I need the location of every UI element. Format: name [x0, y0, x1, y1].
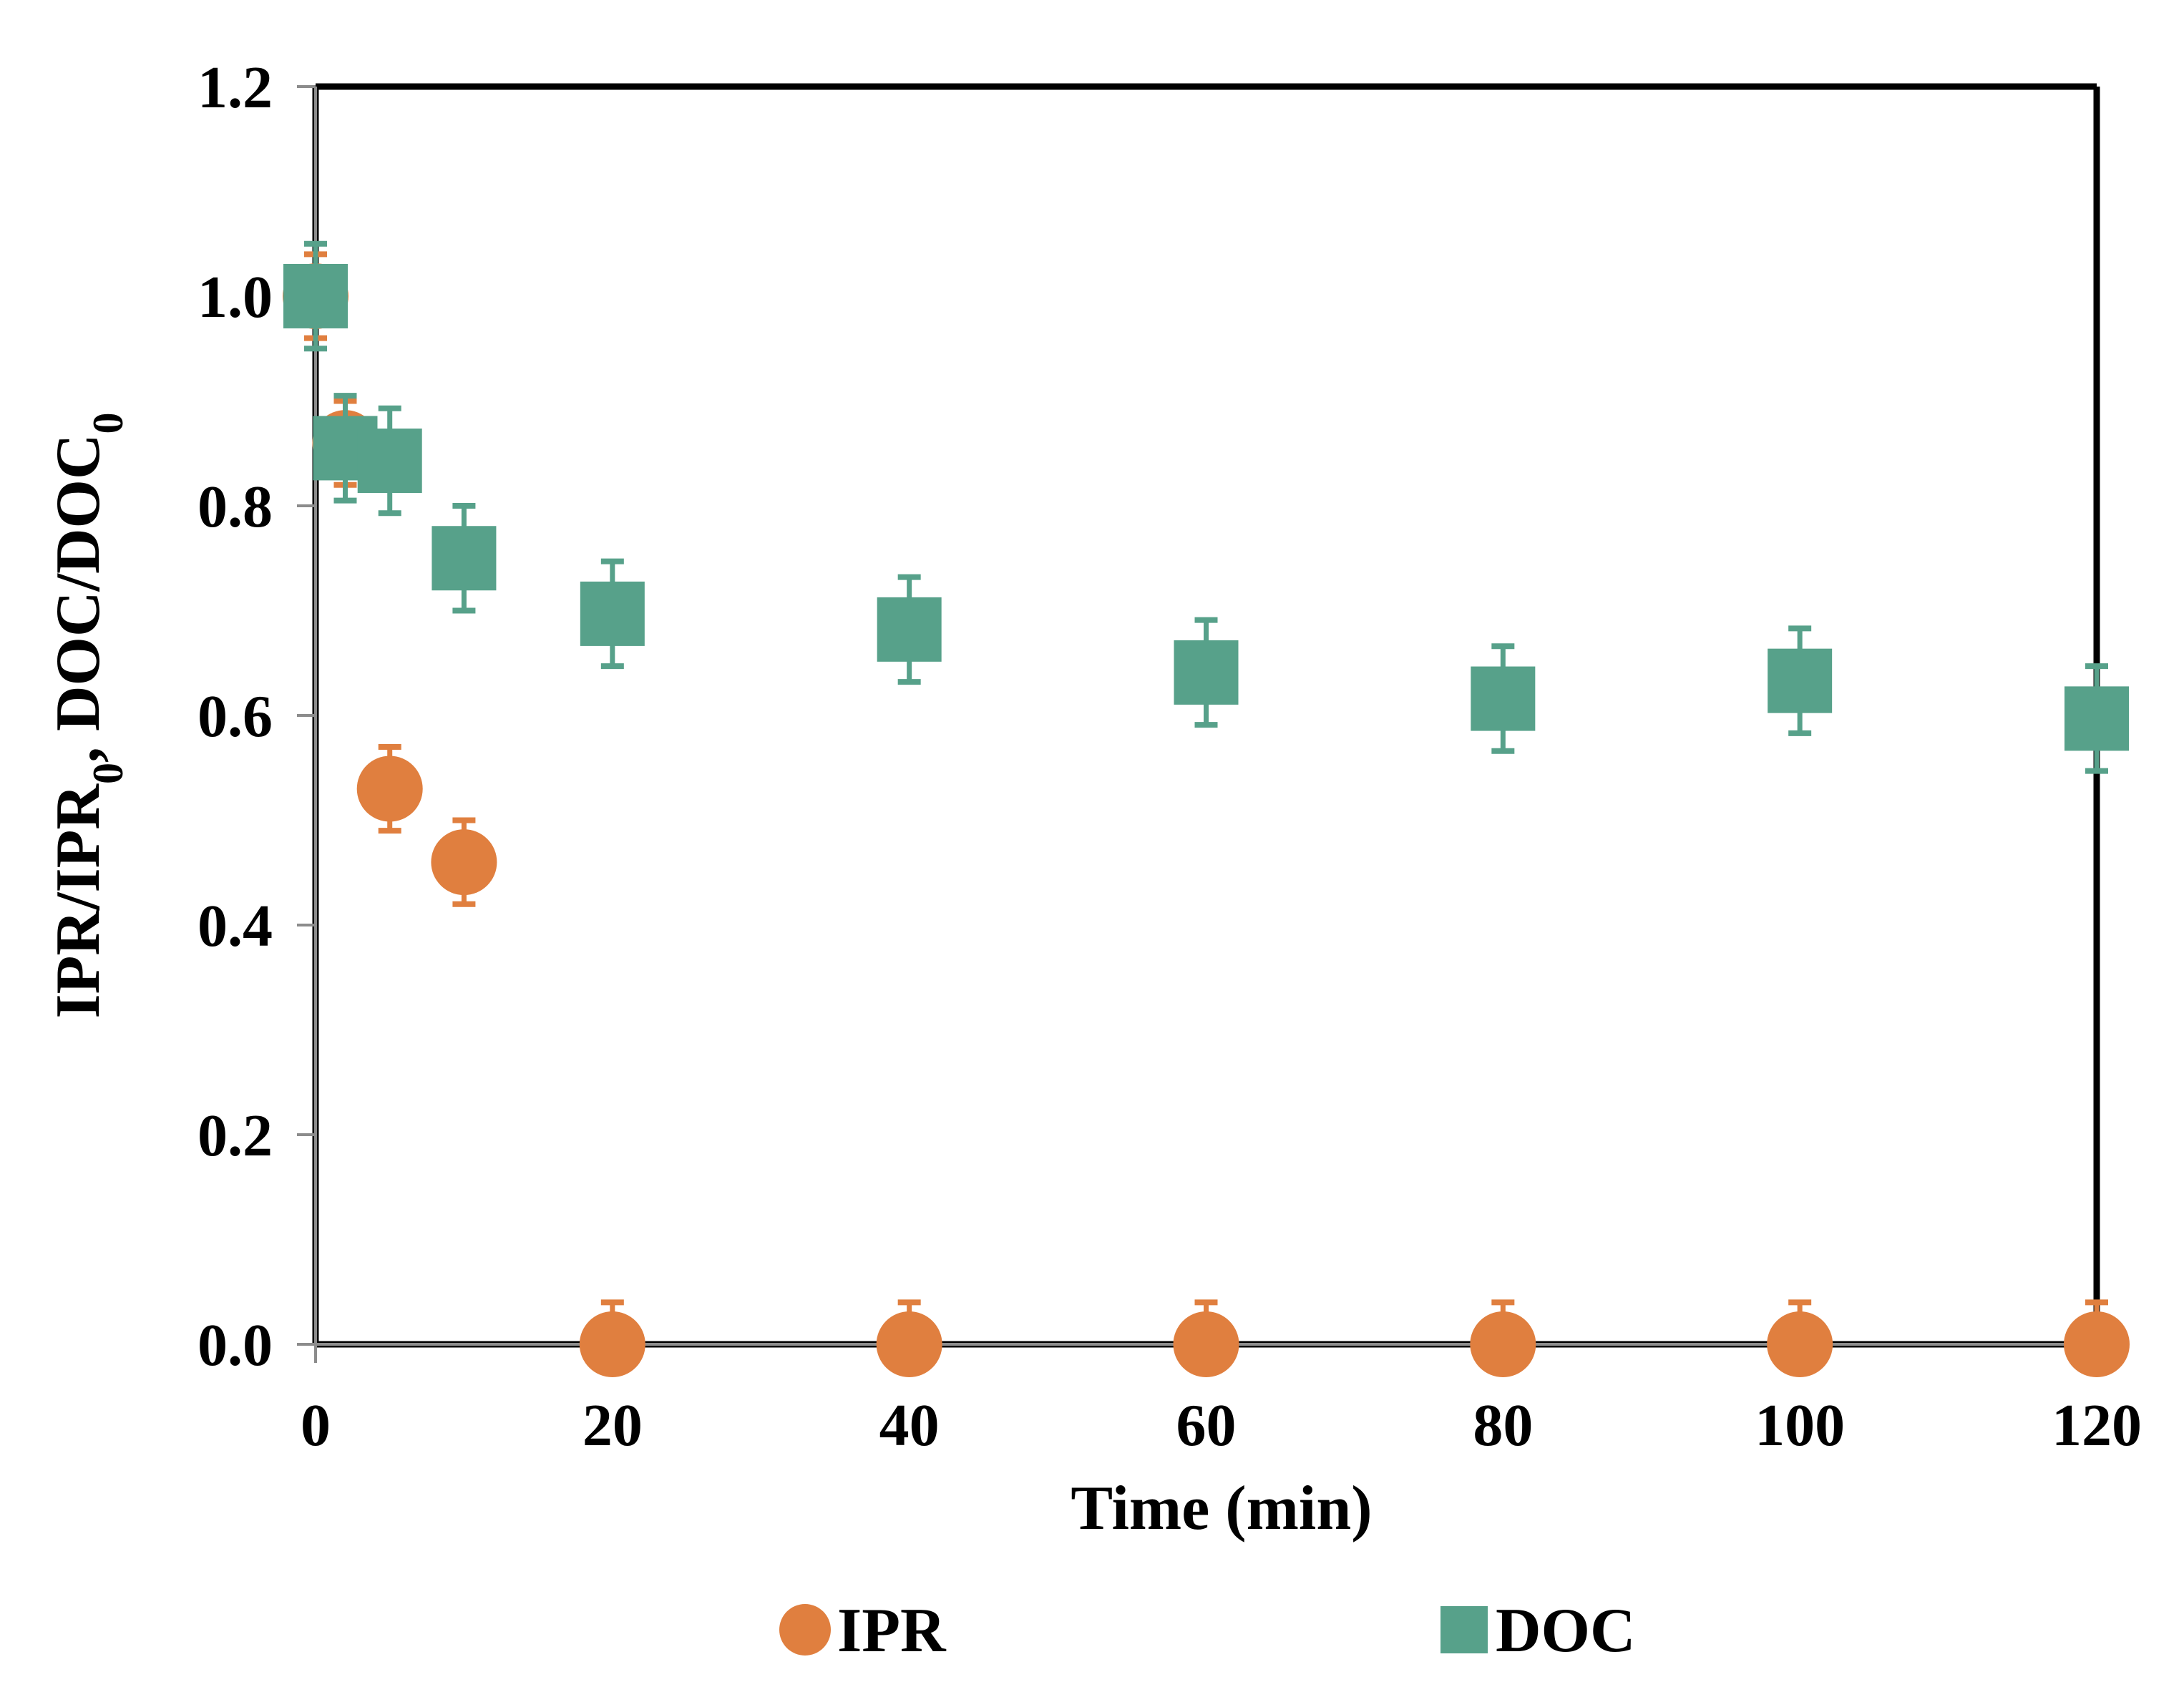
data-point-doc	[1174, 640, 1239, 705]
series-layer	[283, 240, 2130, 1377]
data-point-ipr	[356, 755, 423, 822]
y-tick-label: 0.0	[198, 1312, 273, 1379]
x-tick-label: 60	[1176, 1392, 1237, 1459]
y-tick-label: 1.2	[198, 54, 273, 121]
y-axis-title-sub1: 0	[84, 763, 132, 784]
x-tick-label: 120	[2052, 1392, 2142, 1459]
legend-marker-ipr	[779, 1604, 831, 1656]
y-axis-title-main: IPR/IPR	[44, 783, 113, 1019]
data-point-ipr	[1470, 1311, 1536, 1377]
y-axis-title-middle: , DOC/DOC	[44, 434, 113, 763]
y-axis-ticks: 0.0 0.2 0.4 0.6 0.8 1.0 1.2	[198, 54, 316, 1379]
x-tick-label: 40	[879, 1392, 940, 1459]
legend: IPR DOC	[779, 1596, 1636, 1666]
x-axis-title: Time (min)	[1071, 1474, 1372, 1543]
data-point-doc	[2064, 686, 2129, 751]
x-tick-label: 20	[582, 1392, 643, 1459]
legend-label-doc: DOC	[1496, 1596, 1636, 1666]
y-tick-label: 0.8	[198, 474, 273, 540]
data-point-doc	[1768, 648, 1833, 713]
x-tick-label: 100	[1755, 1392, 1845, 1459]
data-point-ipr	[431, 829, 497, 896]
data-point-ipr	[1767, 1311, 1833, 1377]
data-point-ipr	[579, 1311, 645, 1377]
data-point-doc	[580, 581, 645, 646]
legend-label-ipr: IPR	[837, 1596, 947, 1666]
legend-marker-doc	[1440, 1606, 1488, 1653]
data-point-doc	[357, 429, 422, 494]
data-point-doc	[1471, 666, 1536, 731]
x-tick-label: 0	[301, 1392, 331, 1459]
data-point-doc	[432, 526, 497, 591]
x-tick-label: 80	[1473, 1392, 1533, 1459]
series-doc	[283, 240, 2129, 774]
y-tick-label: 0.6	[198, 683, 273, 750]
y-axis-title-sub2: 0	[84, 412, 132, 434]
data-point-ipr	[876, 1311, 942, 1377]
data-point-ipr	[2064, 1311, 2130, 1377]
y-axis-title: IPR/IPR0, DOC/DOC0	[44, 412, 132, 1018]
data-point-doc	[283, 264, 348, 328]
data-point-doc	[877, 597, 942, 662]
data-point-ipr	[1173, 1311, 1239, 1377]
y-tick-label: 1.0	[198, 264, 273, 331]
y-tick-label: 0.2	[198, 1102, 273, 1169]
x-axis-ticks: 0 20 40 60 80 100 120	[301, 1344, 2142, 1459]
y-tick-label: 0.4	[198, 893, 273, 959]
